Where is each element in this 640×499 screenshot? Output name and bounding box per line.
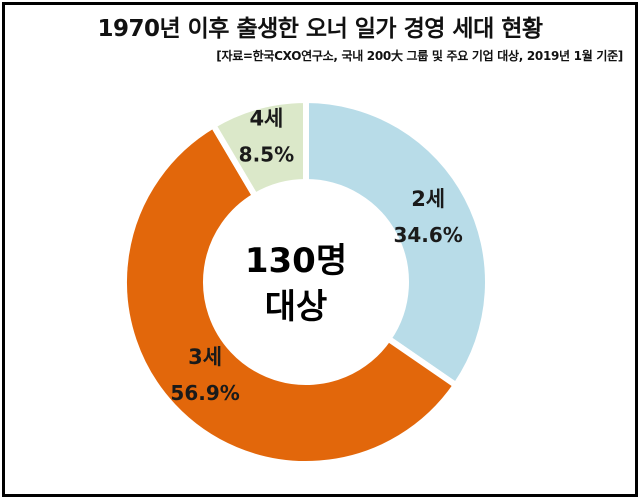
center-target-label: 대상 — [265, 287, 328, 327]
slice-name-label: 4세 — [249, 106, 283, 130]
donut-slice-4세 — [209, 96, 309, 201]
donut-slices — [121, 96, 491, 467]
slice-labels: 2세 34.6% 3세 56.9% 4세 8.5% — [170, 106, 462, 405]
center-count-label: 130명 — [245, 241, 347, 281]
slice-percent-label: 56.9% — [170, 381, 239, 405]
slice-percent-label: 34.6% — [393, 223, 462, 247]
donut-slice-3세 — [121, 121, 461, 467]
slice-percent-label: 8.5% — [239, 142, 294, 166]
donut-slice-2세 — [303, 96, 491, 390]
slice-name-label: 2세 — [411, 187, 445, 211]
slice-name-label: 3세 — [188, 345, 222, 369]
chart-source-note: [자료=한국CXO연구소, 국내 200大 그룹 및 주요 기업 대상, 201… — [216, 49, 623, 63]
chart-title: 1970년 이후 출생한 오너 일가 경영 세대 현황 — [97, 16, 543, 42]
